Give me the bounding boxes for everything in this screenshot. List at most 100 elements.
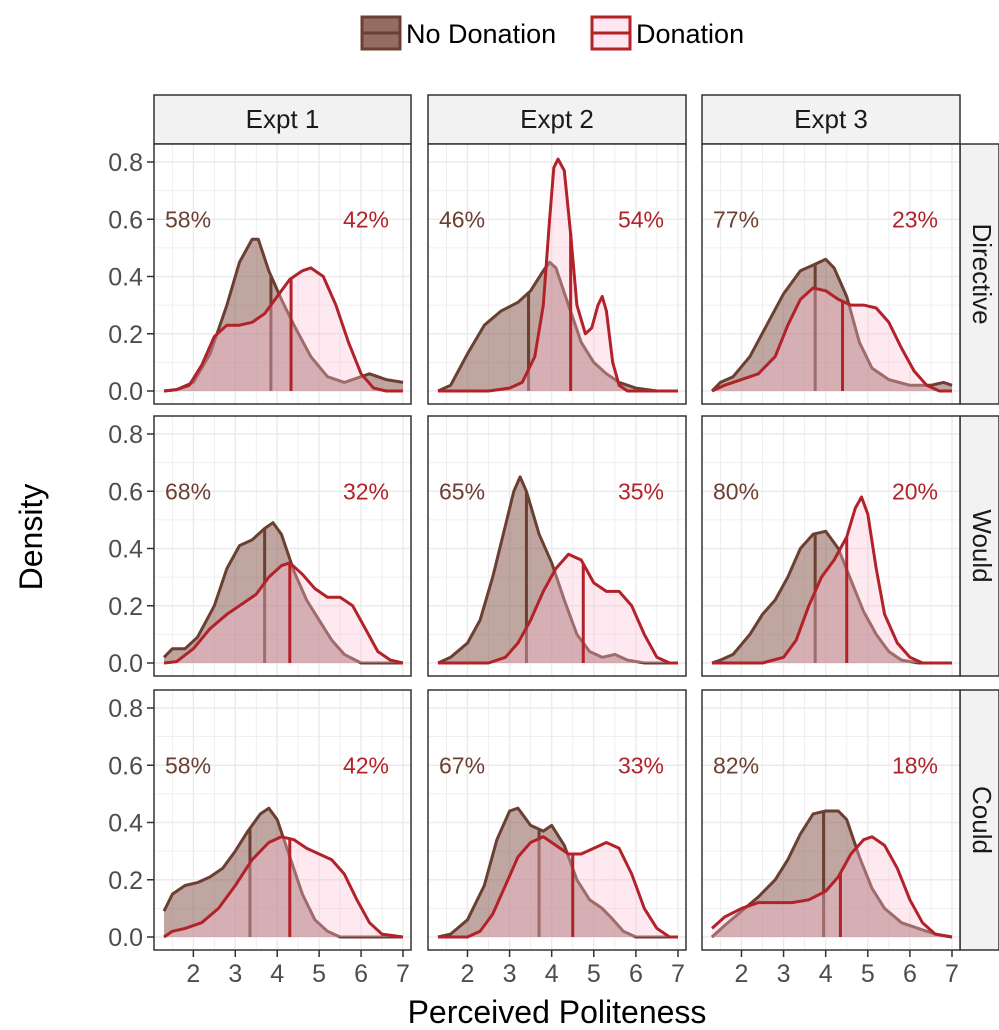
pct-donation-label: 35% <box>618 478 664 504</box>
no-donation-density-line <box>437 475 678 665</box>
legend-label-donation: Donation <box>636 19 744 49</box>
y-tick-label: 0.8 <box>108 695 143 723</box>
x-tick-label: 6 <box>629 960 643 988</box>
y-tick-label: 0.8 <box>108 149 143 177</box>
no-donation-density-area <box>438 476 678 663</box>
strip-label-would: Would <box>967 509 997 582</box>
y-tick-label: 0.2 <box>108 867 143 895</box>
y-axes: 0.0 0.2 0.4 0.6 0.8 0.0 0.2 0.4 0.6 0.8 0.0 0.2 0.4 0… <box>108 149 154 952</box>
donation-density-area <box>164 562 403 663</box>
y-tick-label: 0.0 <box>108 378 143 406</box>
panel-expt3-directive: 77% 23% <box>701 143 961 405</box>
x-tick-label: 2 <box>186 960 200 988</box>
donation-density-line <box>438 835 678 939</box>
panel-grid <box>428 690 686 950</box>
strip-right-would: Would <box>959 415 999 677</box>
strip-label-expt3: Expt 3 <box>794 104 868 134</box>
no-donation-density-area <box>438 262 678 391</box>
x-axis-title: Perceived Politeness <box>408 994 707 1030</box>
panel-border <box>701 415 961 677</box>
x-tick-label: 6 <box>354 960 368 988</box>
pct-no-donation-label: 67% <box>439 752 485 778</box>
y-tick-label: 0.4 <box>108 536 143 564</box>
panel-border <box>153 415 412 677</box>
panel-border <box>701 689 961 951</box>
panel-expt2-directive: 46% 54% <box>427 143 687 405</box>
no-donation-density-line <box>437 806 678 939</box>
panel-expt2-could: 67% 33% <box>427 689 687 951</box>
panel-border <box>153 143 412 405</box>
strip-label-could: Could <box>967 786 997 854</box>
pct-no-donation-label: 82% <box>713 752 759 778</box>
x-tick-label: 4 <box>270 960 284 988</box>
pct-donation-label: 54% <box>618 206 664 232</box>
x-tick-label: 2 <box>735 960 749 988</box>
pct-no-donation-label: 68% <box>165 478 211 504</box>
donation-density-line <box>438 552 678 665</box>
x-tick-label: 7 <box>396 960 410 988</box>
pct-donation-label: 23% <box>892 206 938 232</box>
y-axis-title: Density <box>13 484 49 591</box>
y-tick-label: 0.6 <box>108 206 143 234</box>
panel-expt1-directive: 58% 42% <box>153 143 412 405</box>
panels: 58% 42% 46% 54% 77% 23% 68% 32% 65% 35% 80% 20% 58% 4… <box>153 143 961 951</box>
pct-donation-label: 42% <box>343 752 389 778</box>
pct-no-donation-label: 80% <box>713 478 759 504</box>
pct-no-donation-label: 65% <box>439 478 485 504</box>
x-tick-label: 6 <box>903 960 917 988</box>
x-tick-label: 5 <box>312 960 326 988</box>
no-donation-density-area <box>164 239 403 391</box>
pct-donation-label: 42% <box>343 206 389 232</box>
no-donation-density-line <box>437 260 678 393</box>
donation-density-line <box>163 561 404 665</box>
donation-density-area <box>438 159 678 391</box>
strip-top-expt1: Expt 1 <box>153 94 412 145</box>
no-donation-density-line <box>162 806 403 939</box>
panel-border <box>427 415 687 677</box>
strip-right-could: Could <box>959 689 999 951</box>
no-donation-density-area <box>164 808 403 937</box>
donation-density-area <box>712 497 952 663</box>
y-tick-label: 0.6 <box>108 478 143 506</box>
donation-density-area <box>164 267 403 391</box>
legend-label-no-donation: No Donation <box>406 19 556 49</box>
no-donation-density-area <box>164 522 403 663</box>
donation-density-line <box>710 835 953 939</box>
no-donation-density-line <box>710 257 953 393</box>
panel-expt2-would: 65% 35% <box>427 415 687 677</box>
no-donation-density-line <box>162 521 403 665</box>
no-donation-density-area <box>712 811 952 937</box>
pct-donation-label: 20% <box>892 478 938 504</box>
y-tick-label: 0.0 <box>108 924 143 952</box>
panel-border <box>153 689 412 951</box>
no-donation-density-area <box>712 531 952 663</box>
panel-expt3-would: 80% 20% <box>701 415 961 677</box>
donation-density-line <box>163 835 404 939</box>
y-tick-label: 0.2 <box>108 593 143 621</box>
donation-density-area <box>438 836 678 937</box>
pct-donation-label: 32% <box>343 478 389 504</box>
panel-expt3-could: 82% 18% <box>701 689 961 951</box>
donation-density-area <box>712 836 952 937</box>
pct-donation-label: 18% <box>892 752 938 778</box>
y-tick-label: 0.8 <box>108 421 143 449</box>
panel-border <box>427 689 687 951</box>
panel-expt1-could: 58% 42% <box>153 689 412 951</box>
no-donation-density-line <box>710 809 953 939</box>
donation-density-area <box>712 288 952 391</box>
x-tick-label: 5 <box>587 960 601 988</box>
strip-label-expt2: Expt 2 <box>520 104 594 134</box>
y-tick-label: 0.2 <box>108 321 143 349</box>
y-tick-label: 0.6 <box>108 752 143 780</box>
donation-density-line <box>711 286 952 393</box>
x-tick-label: 5 <box>861 960 875 988</box>
y-tick-label: 0.4 <box>108 264 143 292</box>
pct-no-donation-label: 46% <box>439 206 485 232</box>
y-tick-label: 0.4 <box>108 810 143 838</box>
pct-no-donation-label: 58% <box>165 752 211 778</box>
strip-label-expt1: Expt 1 <box>246 104 320 134</box>
donation-density-line <box>712 495 952 665</box>
x-tick-label: 4 <box>819 960 833 988</box>
strip-right-directive: Directive <box>959 143 999 405</box>
